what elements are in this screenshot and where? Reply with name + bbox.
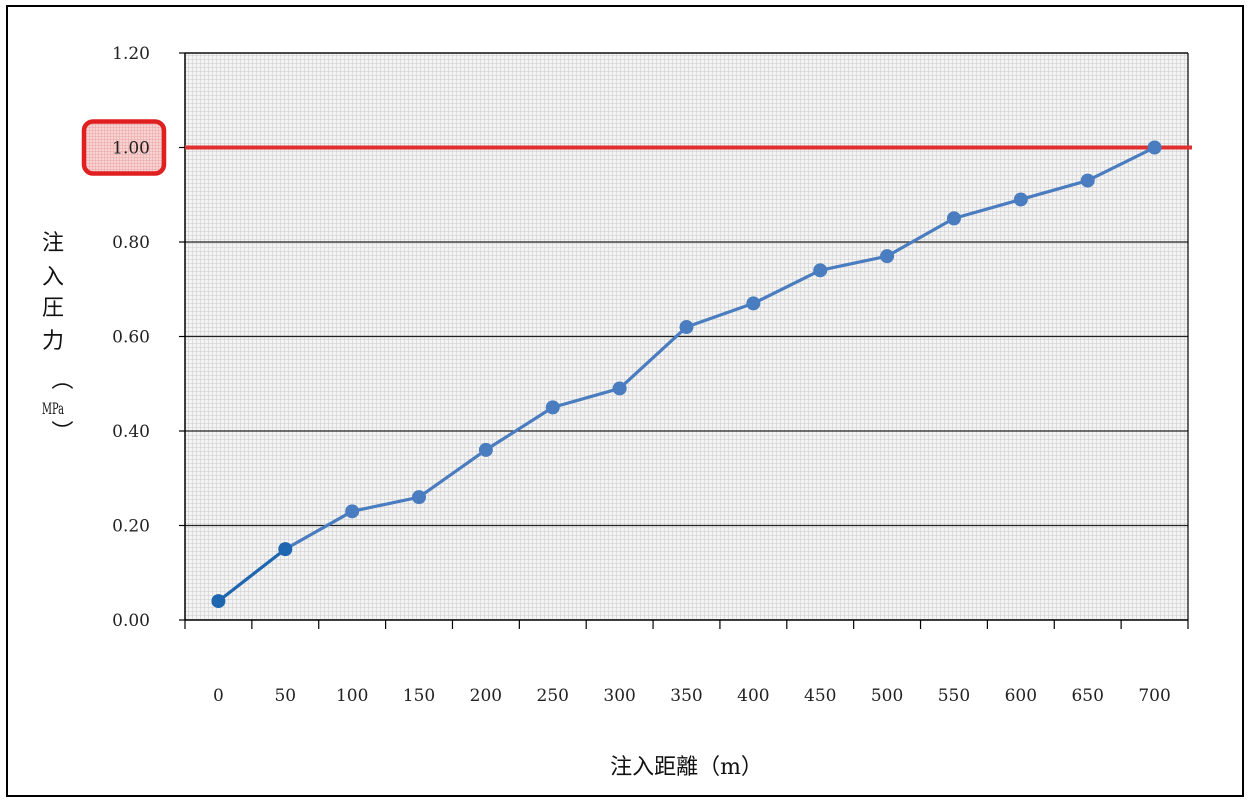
- x-tick-label: 200: [470, 686, 502, 706]
- data-point: [946, 211, 961, 226]
- y-tick-label: 1.00: [112, 139, 150, 159]
- y-axis-title-char: 注: [42, 231, 64, 256]
- data-point: [1080, 173, 1095, 188]
- series-segment: [885, 216, 956, 258]
- series-segment: [283, 509, 354, 551]
- x-tick-label: 650: [1071, 686, 1103, 706]
- plot-area: [185, 52, 1188, 620]
- data-point: [211, 594, 226, 609]
- data-point: [545, 400, 560, 415]
- y-tick-label: 1.20: [112, 44, 150, 64]
- series-segment: [216, 547, 287, 603]
- data-point: [478, 442, 493, 457]
- data-point: [345, 504, 360, 519]
- y-axis-title-paren-close: ）: [48, 420, 73, 442]
- series-segment: [551, 386, 622, 409]
- series-segment: [818, 254, 889, 272]
- x-tick-label: 700: [1138, 686, 1170, 706]
- series-segment: [618, 325, 689, 391]
- y-axis-title-char: 入: [42, 265, 64, 290]
- y-tick-label: 0.60: [112, 328, 150, 348]
- data-point: [746, 296, 761, 311]
- y-axis-title-unit: MPa: [42, 399, 64, 418]
- x-tick-label: 350: [670, 686, 702, 706]
- y-tick-label: 0.20: [112, 517, 150, 537]
- series-segment: [350, 495, 421, 513]
- series-segment: [484, 405, 555, 452]
- data-point: [1013, 192, 1028, 207]
- y-axis-title-char: 圧: [42, 296, 64, 321]
- series-segment: [952, 197, 1023, 220]
- labels-layer: 0.00 0.20 0.40 0.60 0.80 1.00 1.20 0 50 100 150 200…: [42, 44, 1171, 780]
- x-tick-label: 450: [804, 686, 836, 706]
- chart-frame: 0.00 0.20 0.40 0.60 0.80 1.00 1.20 0 50 100 150 200…: [6, 5, 1244, 797]
- x-tick-label: 150: [403, 686, 435, 706]
- x-axis-title: 注入距離（m）: [610, 755, 763, 780]
- series-layer: [185, 140, 1192, 609]
- series-segment: [1019, 178, 1090, 202]
- series-segment: [1086, 145, 1157, 183]
- series-segment: [684, 301, 755, 329]
- x-tick-label: 300: [603, 686, 635, 706]
- x-tick-label: 400: [737, 686, 769, 706]
- reference-value-highlight-box: [81, 119, 167, 176]
- x-tick-label: 600: [1005, 686, 1037, 706]
- x-tick-label: 550: [938, 686, 970, 706]
- y-tick-label: 0.00: [112, 611, 150, 631]
- x-tick-label: 100: [336, 686, 368, 706]
- data-point: [880, 249, 895, 264]
- y-tick-label: 0.80: [112, 233, 150, 253]
- x-tick-label: 250: [537, 686, 569, 706]
- series-segment: [417, 448, 488, 499]
- x-tick-label: 0: [213, 686, 224, 706]
- y-tick-label: 0.40: [112, 422, 150, 442]
- chart-svg: 0.00 0.20 0.40 0.60 0.80 1.00 1.20 0 50 100 150 200…: [42, 44, 1192, 780]
- data-point: [1147, 140, 1162, 155]
- data-point: [278, 542, 293, 557]
- y-axis-title-paren-open: （: [48, 368, 73, 390]
- y-axis-title-char: 力: [42, 329, 64, 354]
- data-point: [612, 381, 627, 396]
- series-segment: [751, 268, 822, 306]
- x-tick-label: 50: [274, 686, 296, 706]
- data-point: [412, 490, 427, 505]
- x-tick-label: 500: [871, 686, 903, 706]
- data-point: [813, 263, 828, 278]
- data-point: [679, 320, 694, 335]
